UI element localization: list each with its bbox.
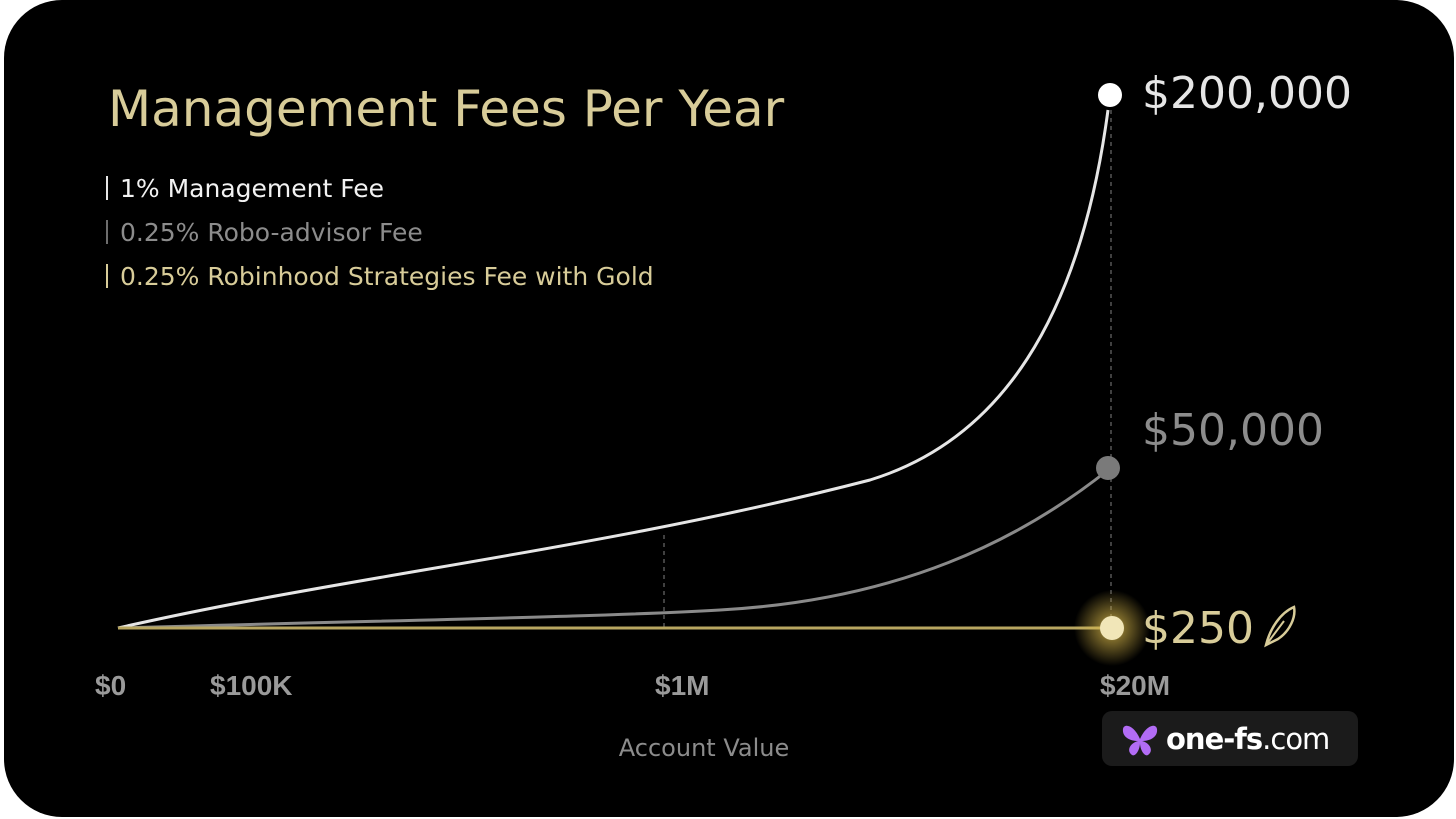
watermark-badge: one-fs.com [1102, 711, 1358, 766]
legend-swatch-robinhood [106, 264, 108, 288]
chart-legend: 1% Management Fee 0.25% Robo-advisor Fee… [106, 166, 654, 298]
legend-swatch-management [106, 176, 108, 200]
watermark-text-light: .com [1262, 721, 1330, 756]
legend-swatch-robo [106, 220, 108, 244]
end-label-robinhood: $250 [1142, 603, 1254, 654]
watermark-text: one-fs.com [1166, 721, 1330, 756]
watermark-text-bold: one-fs [1166, 721, 1263, 756]
legend-item-robo: 0.25% Robo-advisor Fee [106, 210, 654, 254]
series-line-management [117, 109, 1110, 630]
chart-card: Management Fees Per Year 1% Management F… [4, 0, 1454, 817]
series-line-robo [117, 468, 1109, 630]
feather-icon [1264, 605, 1296, 648]
x-tick-3: $20M [1100, 670, 1170, 701]
legend-item-robinhood: 0.25% Robinhood Strategies Fee with Gold [106, 254, 654, 298]
legend-label-management: 1% Management Fee [120, 173, 385, 203]
chart-title: Management Fees Per Year [108, 80, 785, 138]
legend-label-robo: 0.25% Robo-advisor Fee [120, 217, 423, 247]
end-label-management: $200,000 [1142, 68, 1352, 119]
x-axis-label: Account Value [619, 734, 789, 762]
butterfly-icon [1122, 725, 1158, 755]
x-tick-1: $100K [210, 670, 293, 701]
legend-item-management: 1% Management Fee [106, 166, 654, 210]
point-robo-end [1096, 456, 1120, 480]
x-tick-0: $0 [95, 670, 126, 701]
legend-label-robinhood: 0.25% Robinhood Strategies Fee with Gold [120, 261, 654, 291]
end-label-robo: $50,000 [1142, 405, 1324, 456]
point-management-end [1098, 83, 1122, 107]
point-robinhood-end [1100, 616, 1124, 640]
x-tick-2: $1M [655, 670, 709, 701]
